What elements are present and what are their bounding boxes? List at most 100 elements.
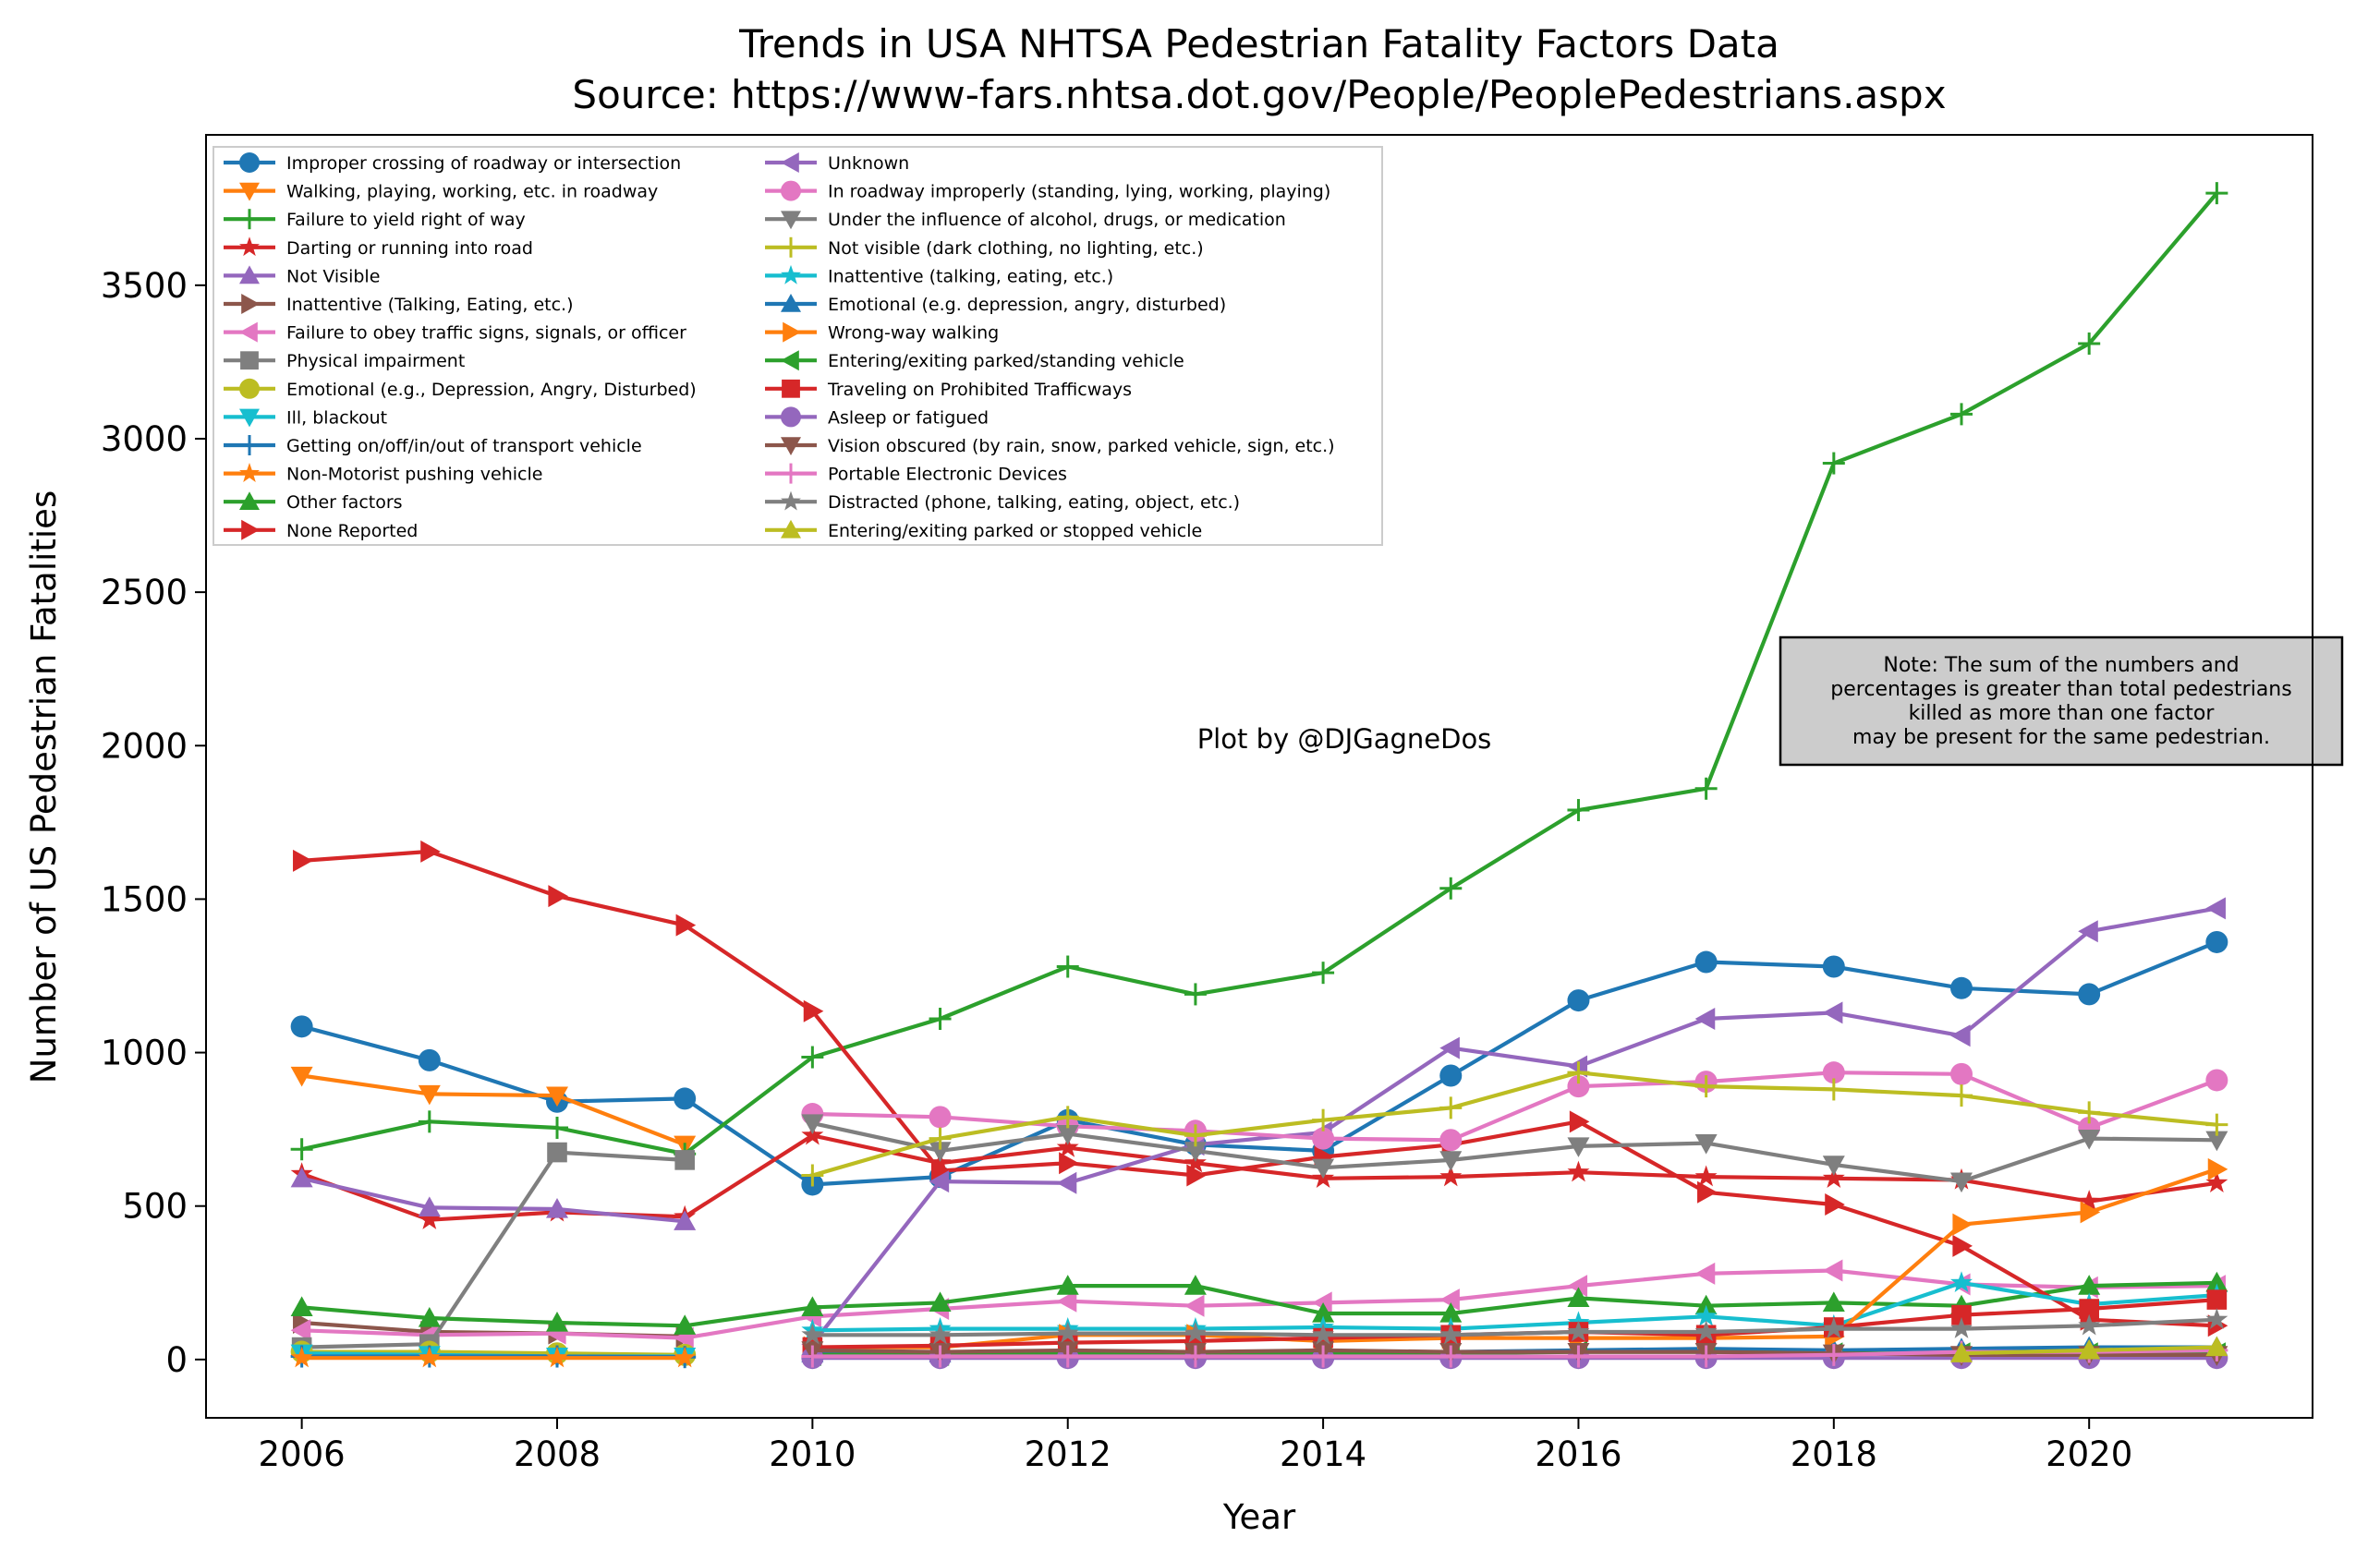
data-point — [1312, 1302, 1335, 1323]
note-line-2: percentages is greater than total pedest… — [1830, 678, 2291, 701]
legend-entry: Asleep or fatigued — [765, 406, 989, 428]
legend-frame — [212, 146, 1383, 546]
legend-label: Inattentive (Talking, Eating, etc.) — [286, 295, 573, 315]
series-17 — [801, 1061, 2228, 1187]
data-point — [1567, 989, 1590, 1012]
data-point — [2078, 983, 2101, 1006]
data-point — [1184, 1142, 1207, 1162]
legend-label: Not Visible — [286, 266, 380, 286]
data-point — [293, 849, 313, 872]
legend-label: Darting or running into road — [286, 238, 533, 259]
legend-marker — [782, 379, 800, 398]
data-point — [929, 1142, 952, 1162]
data-point — [2205, 1308, 2228, 1329]
legend-entry: Ill, blackout — [224, 407, 387, 428]
data-point — [1950, 1062, 1973, 1085]
x-tick-label: 2012 — [1025, 1434, 1111, 1474]
data-point — [2078, 1101, 2101, 1124]
x-tick-label: 2016 — [1535, 1434, 1621, 1474]
data-point — [1312, 1108, 1335, 1131]
data-point — [290, 1015, 313, 1038]
data-point — [929, 1106, 952, 1129]
legend-marker — [781, 406, 801, 428]
series-line — [301, 1268, 2217, 1340]
data-point — [1822, 1343, 1845, 1366]
data-point — [930, 1159, 952, 1182]
data-point — [1184, 1345, 1207, 1368]
legend-entry: Portable Electronic Devices — [765, 463, 1067, 485]
data-point — [1822, 955, 1845, 978]
data-point — [418, 1208, 441, 1229]
legend-label: Emotional (e.g., Depression, Angry, Dist… — [286, 380, 697, 400]
data-point — [1439, 1064, 1463, 1087]
y-axis-label: Number of US Pedestrian Fatalities — [24, 490, 64, 1083]
legend-entry: Entering/exiting parked or stopped vehic… — [765, 519, 1202, 541]
data-point — [1312, 962, 1335, 985]
data-point — [2205, 1171, 2228, 1192]
data-point — [1439, 877, 1463, 900]
x-tick-label: 2020 — [2046, 1434, 2132, 1474]
data-point — [1950, 976, 1973, 999]
legend-label: Improper crossing of roadway or intersec… — [286, 153, 681, 174]
data-point — [674, 1210, 697, 1230]
y-tick-label: 1000 — [101, 1034, 188, 1073]
note-line-4: may be present for the same pedestrian. — [1852, 726, 2270, 749]
data-point — [929, 1345, 952, 1368]
plot-area-frame — [205, 134, 2313, 1419]
data-point — [418, 1048, 441, 1071]
x-tick-label: 2008 — [514, 1434, 601, 1474]
note-line-1: Note: The sum of the numbers and — [1883, 654, 2239, 677]
data-point — [1312, 1127, 1335, 1150]
legend-marker — [241, 294, 260, 314]
data-point — [1950, 1271, 1973, 1292]
data-point — [1439, 1036, 1460, 1059]
legend-marker — [239, 321, 258, 343]
legend-marker — [239, 265, 260, 284]
legend-entry: None Reported — [224, 519, 418, 541]
data-point — [801, 1114, 824, 1134]
legend-marker — [239, 408, 260, 428]
data-point — [1056, 1275, 1079, 1295]
legend-entry: Not visible (dark clothing, no lighting,… — [765, 236, 1204, 259]
legend-entry: Getting on/off/in/out of transport vehic… — [224, 435, 642, 456]
data-point — [290, 1346, 313, 1368]
y-tick-label: 3000 — [101, 419, 188, 459]
data-point — [1950, 1172, 1973, 1193]
data-point — [1825, 1193, 1845, 1216]
legend-label: Portable Electronic Devices — [828, 465, 1067, 485]
chart-title: Trends in USA NHTSA Pedestrian Fatality … — [738, 21, 1779, 67]
data-point — [1439, 1096, 1463, 1119]
data-point — [418, 1196, 441, 1216]
data-point — [1694, 1345, 1718, 1368]
data-point — [2205, 1113, 2228, 1136]
data-point — [1822, 1061, 1845, 1084]
legend-entry: Failure to obey traffic signs, signals, … — [224, 321, 686, 344]
data-point — [1056, 1322, 1079, 1343]
series-line — [301, 1150, 686, 1349]
series-line — [812, 1317, 2217, 1337]
data-point — [2205, 1131, 2228, 1152]
data-point — [2205, 1069, 2228, 1092]
legend-label: Not visible (dark clothing, no lighting,… — [828, 238, 1204, 259]
data-point — [1822, 1317, 1845, 1338]
series-line — [301, 849, 2217, 1328]
data-point — [1694, 1304, 1718, 1326]
data-point — [1567, 1061, 1590, 1084]
legend-marker — [239, 236, 260, 257]
legend-marker — [781, 236, 801, 258]
x-tick-label: 2014 — [1280, 1434, 1366, 1474]
series-27 — [1950, 1336, 2228, 1362]
note-box-frame — [1779, 635, 2344, 767]
series-2 — [290, 182, 2228, 1166]
series-4 — [290, 1167, 697, 1230]
legend-label: In roadway improperly (standing, lying, … — [828, 182, 1330, 202]
data-point — [929, 1151, 952, 1173]
data-point — [801, 1345, 824, 1368]
data-point — [2205, 897, 2226, 920]
legend-entry: Entering/exiting parked/standing vehicle — [765, 350, 1184, 371]
data-point — [1056, 1345, 1079, 1368]
y-tick-label: 1500 — [101, 879, 188, 919]
legend-entry: Darting or running into road — [224, 236, 533, 259]
legend-label: Asleep or fatigued — [828, 407, 989, 428]
legend-marker — [239, 491, 260, 510]
